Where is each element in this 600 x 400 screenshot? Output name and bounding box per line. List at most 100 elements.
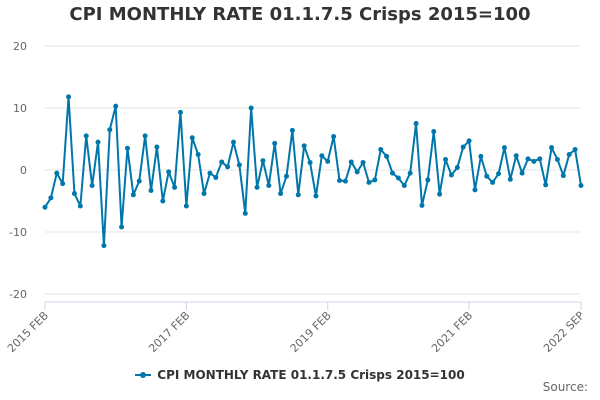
data-point xyxy=(154,144,160,150)
x-tick-label: 2015 FEB xyxy=(5,309,51,355)
data-point xyxy=(431,129,437,135)
data-point xyxy=(307,160,313,166)
legend-item[interactable]: CPI MONTHLY RATE 01.1.7.5 Crisps 2015=10… xyxy=(135,368,465,382)
data-point xyxy=(101,243,107,249)
data-point xyxy=(348,159,354,165)
data-point xyxy=(213,174,219,180)
data-point xyxy=(295,192,301,198)
data-point xyxy=(225,164,231,170)
legend-label: CPI MONTHLY RATE 01.1.7.5 Crisps 2015=10… xyxy=(157,368,465,382)
data-point xyxy=(478,153,484,159)
source-label: Source: xyxy=(542,380,588,394)
data-point xyxy=(260,158,266,164)
data-point xyxy=(572,147,578,153)
x-tick-label: 2019 FEB xyxy=(288,309,334,355)
data-point xyxy=(560,173,566,179)
data-point xyxy=(172,184,178,190)
data-point xyxy=(230,139,236,145)
data-point xyxy=(71,191,77,197)
data-point xyxy=(531,158,537,164)
data-point xyxy=(42,204,48,210)
data-point xyxy=(219,159,225,165)
data-point xyxy=(195,152,201,157)
data-point xyxy=(242,210,248,216)
legend[interactable]: CPI MONTHLY RATE 01.1.7.5 Crisps 2015=10… xyxy=(0,365,600,382)
legend-line-marker-icon xyxy=(135,372,152,378)
data-point xyxy=(437,191,443,197)
data-point xyxy=(130,192,136,198)
data-point xyxy=(183,203,189,209)
data-point xyxy=(66,94,72,100)
data-point xyxy=(360,160,366,166)
data-point xyxy=(83,133,89,139)
data-point xyxy=(119,224,125,230)
data-point xyxy=(337,178,343,184)
data-point xyxy=(266,183,272,188)
y-tick-label: -10 xyxy=(9,226,27,239)
data-point xyxy=(319,153,325,159)
data-point xyxy=(113,103,119,109)
data-point xyxy=(460,144,466,150)
data-point xyxy=(77,203,83,209)
chart-title: CPI MONTHLY RATE 01.1.7.5 Crisps 2015=10… xyxy=(69,4,531,25)
data-point xyxy=(407,170,413,176)
data-point xyxy=(325,158,331,164)
data-point xyxy=(507,176,513,182)
data-point xyxy=(566,152,572,157)
data-point xyxy=(496,171,502,177)
data-point xyxy=(342,178,348,184)
data-point xyxy=(395,175,401,181)
data-point xyxy=(313,193,319,199)
data-point xyxy=(519,170,525,176)
data-point xyxy=(372,177,378,183)
data-point xyxy=(425,177,431,183)
data-point xyxy=(124,145,130,151)
data-point xyxy=(107,127,113,133)
data-point xyxy=(189,135,195,141)
data-point xyxy=(160,198,166,204)
data-point xyxy=(289,127,295,133)
data-point xyxy=(354,169,360,175)
data-point xyxy=(501,145,507,151)
data-point xyxy=(54,170,60,176)
data-point xyxy=(60,181,66,187)
data-point xyxy=(254,184,260,190)
data-point xyxy=(390,170,396,176)
data-point xyxy=(401,183,407,188)
data-point xyxy=(543,182,549,188)
data-point xyxy=(490,179,496,185)
y-tick-label: 20 xyxy=(13,40,27,53)
grid-lines xyxy=(45,45,581,303)
x-tick-label: 2022 SEP xyxy=(541,309,587,355)
y-tick-label: 0 xyxy=(20,164,27,177)
data-point xyxy=(537,156,543,162)
data-point xyxy=(513,153,519,159)
data-point xyxy=(136,178,142,184)
data-point xyxy=(148,187,154,193)
data-point xyxy=(578,183,584,188)
y-axis-ticks: 20 10 0 -10 -20 xyxy=(9,40,27,301)
data-point xyxy=(236,162,242,168)
data-point xyxy=(413,121,419,126)
series-layer xyxy=(42,94,584,249)
data-point xyxy=(443,156,449,162)
data-point xyxy=(331,134,337,140)
data-point xyxy=(89,183,95,188)
data-point xyxy=(48,195,54,201)
data-point xyxy=(366,179,372,185)
data-point xyxy=(278,191,284,197)
data-point xyxy=(177,109,183,115)
x-axis-ticks: 2015 FEB 2017 FEB 2019 FEB 2021 FEB 2022 SEP xyxy=(5,302,587,355)
x-tick-label: 2017 FEB xyxy=(146,309,192,355)
data-point xyxy=(248,105,254,111)
data-point xyxy=(454,165,460,171)
data-point xyxy=(484,173,490,179)
data-point xyxy=(466,138,472,144)
data-point xyxy=(272,140,278,146)
data-point xyxy=(384,153,390,159)
data-point xyxy=(166,169,172,175)
data-point xyxy=(549,145,555,151)
x-tick-label: 2021 FEB xyxy=(429,309,475,355)
data-point xyxy=(283,173,289,179)
